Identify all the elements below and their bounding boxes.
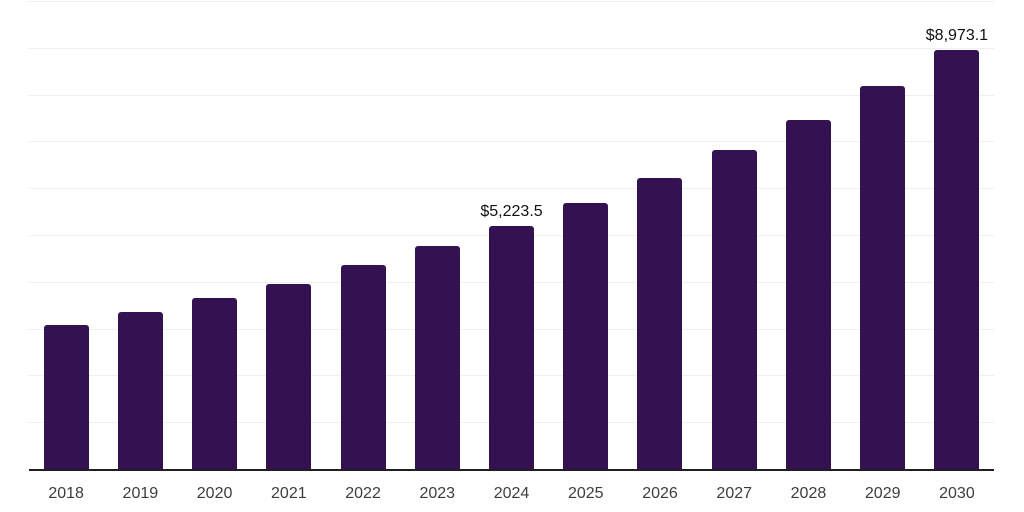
bar-slot: $5,223.5 bbox=[474, 2, 548, 470]
x-tick-label: 2026 bbox=[642, 485, 678, 502]
bar-slot bbox=[103, 2, 177, 470]
x-tick-label: 2021 bbox=[271, 485, 307, 502]
bar[interactable] bbox=[711, 149, 757, 470]
bar[interactable] bbox=[340, 264, 386, 470]
x-tick-label: 2027 bbox=[716, 485, 753, 502]
bar-slot bbox=[400, 2, 474, 470]
bar-slot bbox=[623, 2, 697, 470]
x-tick-label: 2023 bbox=[419, 485, 456, 502]
x-tick-label: 2025 bbox=[567, 485, 604, 502]
x-tick-label: 2024 bbox=[493, 485, 530, 502]
bar[interactable] bbox=[489, 225, 535, 470]
bar-value-label: $5,223.5 bbox=[480, 202, 543, 220]
bar[interactable] bbox=[117, 312, 163, 470]
x-tick-label: 2022 bbox=[345, 485, 381, 502]
gridline bbox=[29, 94, 994, 96]
bar[interactable] bbox=[563, 202, 609, 470]
bar[interactable] bbox=[860, 85, 906, 470]
bar[interactable] bbox=[785, 119, 831, 470]
gridline bbox=[29, 188, 994, 190]
bar-slot bbox=[326, 2, 400, 470]
gridline bbox=[29, 1, 994, 2]
bar-value-label: $8,973.1 bbox=[925, 27, 989, 45]
x-axis-line bbox=[29, 469, 994, 471]
x-tick-label: 2018 bbox=[48, 485, 84, 502]
bar[interactable] bbox=[43, 325, 89, 470]
bar-slot bbox=[697, 2, 771, 470]
bar-slot bbox=[29, 2, 103, 470]
gridline bbox=[29, 141, 994, 143]
bar-slot bbox=[177, 2, 251, 470]
bar-slot bbox=[549, 2, 623, 470]
bars-row: $5,223.5 $8,973.1 bbox=[29, 2, 994, 470]
bar[interactable] bbox=[414, 245, 460, 470]
x-tick-label: 2019 bbox=[122, 485, 159, 502]
bar[interactable] bbox=[266, 283, 312, 470]
bar-slot bbox=[771, 2, 845, 470]
x-tick-label: 2030 bbox=[939, 485, 975, 502]
bar-slot bbox=[846, 2, 920, 470]
bar-slot: $8,973.1 bbox=[920, 2, 994, 470]
bar[interactable] bbox=[637, 177, 683, 470]
x-axis-labels: 2018 2019 2020 2021 2022 2023 2024 2025 2026 2027… bbox=[29, 484, 994, 503]
plot-area: $5,223.5 $8,973.1 bbox=[29, 1, 994, 471]
bar[interactable] bbox=[192, 298, 238, 470]
x-tick-label: 2029 bbox=[864, 485, 901, 502]
bar-slot bbox=[252, 2, 326, 470]
gridline bbox=[29, 47, 994, 49]
x-tick-label: 2028 bbox=[790, 485, 827, 502]
bar[interactable] bbox=[934, 50, 980, 470]
x-tick-label: 2020 bbox=[196, 485, 233, 502]
